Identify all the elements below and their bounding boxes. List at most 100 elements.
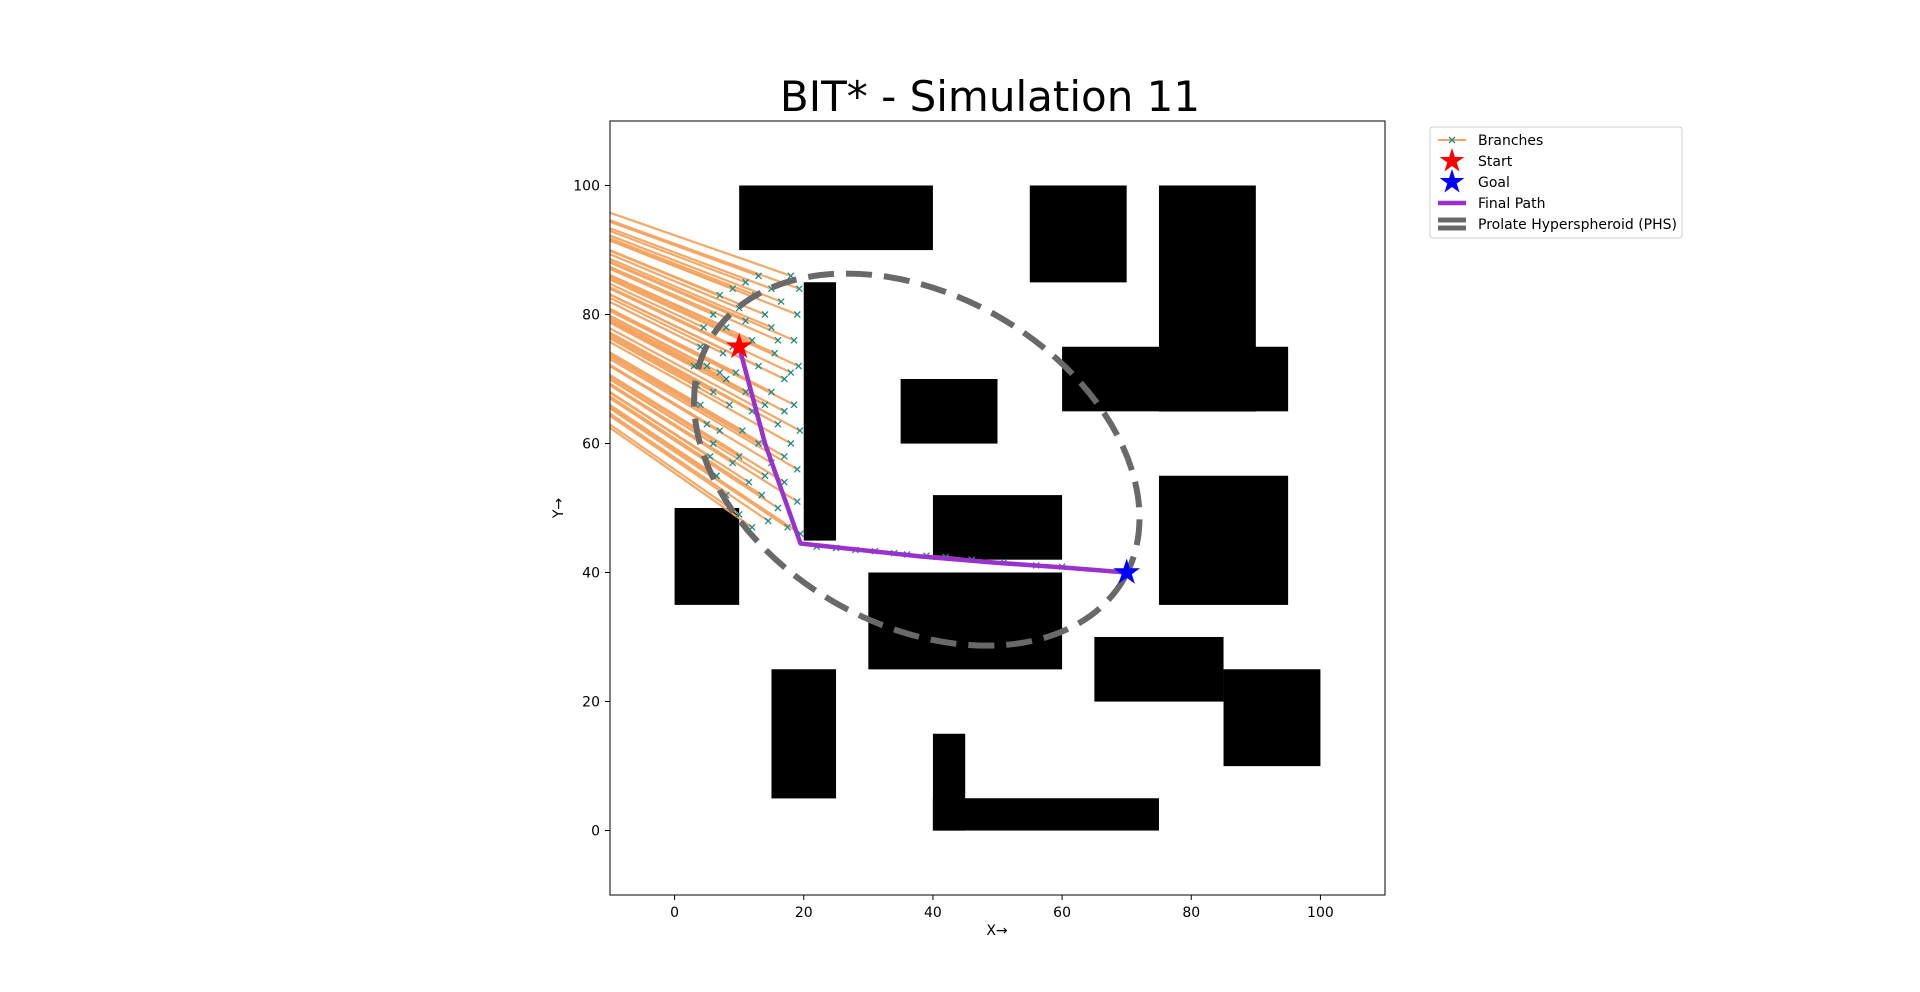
branch-edge [610, 267, 714, 316]
branch-edge [610, 321, 766, 406]
branch-node-b [780, 375, 788, 383]
branch-node-b [755, 440, 763, 447]
obstacle-rect [1158, 475, 1289, 605]
branch-node [795, 285, 803, 293]
branch-node [790, 336, 798, 344]
legend-box [1429, 126, 1683, 239]
branch-node-b [742, 317, 750, 325]
branch-node-b [719, 349, 727, 357]
branch-node-b [761, 401, 769, 409]
branch-edge [610, 391, 750, 484]
branch-edge [610, 332, 753, 413]
branch-edge [610, 260, 795, 342]
branch-node-b [780, 407, 788, 415]
branch-node-b [722, 323, 730, 331]
y-tick-label: 100 [573, 179, 600, 195]
x-axis-label: X→ [986, 923, 1008, 939]
legend-goal-marker [1439, 169, 1465, 193]
branch-node-b [696, 401, 704, 409]
branch-node [716, 291, 724, 299]
branch-edge [610, 405, 802, 535]
branch-node-b [761, 311, 769, 318]
branch-node-b [700, 323, 708, 331]
branch-node [761, 311, 769, 318]
branch-node-b [787, 440, 795, 447]
branch-edge [610, 278, 800, 368]
branch-node-b [726, 401, 733, 409]
branch-edge [610, 403, 718, 477]
branch-node [748, 336, 756, 344]
y-axis-label: Y→ [551, 498, 567, 520]
branch-edge [610, 286, 792, 374]
branch-node-b [790, 336, 798, 344]
branch-node [774, 420, 782, 428]
branch-node [787, 369, 795, 377]
branch-node-b [690, 362, 698, 370]
branch-node-b [758, 491, 766, 499]
branch-node [764, 517, 772, 525]
branch-node-b [780, 478, 788, 486]
branch-node [696, 401, 704, 409]
branch-edge [610, 412, 769, 522]
branch-edge [610, 364, 773, 464]
branch-edge [610, 340, 792, 445]
branch-edge [610, 261, 747, 322]
branch-edge [610, 382, 798, 503]
branch-node [716, 369, 724, 377]
branch-edge [610, 219, 800, 290]
branch-edge [610, 395, 763, 497]
branch-node-b [793, 311, 801, 318]
branch-node [742, 278, 750, 286]
branch-node [790, 401, 798, 409]
branch-node [745, 478, 753, 486]
branch-edge [610, 353, 785, 458]
branch-node [732, 369, 740, 377]
branch-edge [610, 234, 782, 303]
branch-node [771, 349, 779, 357]
branch-edge [610, 300, 701, 348]
x-tick-label: 60 [1053, 905, 1071, 921]
branch-edge [610, 378, 766, 477]
legend-label: Start [1478, 154, 1513, 170]
branch-edge [610, 333, 714, 393]
branch-node [738, 427, 746, 435]
branch-node [742, 317, 750, 325]
branch-node-b [722, 375, 730, 383]
x-tick-label: 40 [924, 905, 942, 921]
branch-edge [610, 407, 789, 529]
x-tick-label: 100 [1307, 905, 1334, 921]
branch-node [755, 440, 763, 447]
legend-branches-marker [1448, 136, 1456, 144]
obstacle-rect [803, 282, 837, 541]
branch-node-b [764, 517, 772, 525]
branch-node-b [774, 420, 782, 428]
y-tick-label: 0 [591, 824, 600, 840]
branch-node [767, 323, 775, 331]
branch-edge [610, 397, 779, 509]
branch-node-b [761, 472, 769, 480]
obstacle-rect [868, 572, 1063, 670]
branch-node-b [696, 343, 704, 351]
branch-node-b [709, 440, 717, 447]
branch-node-b [735, 452, 743, 460]
branch-node [758, 491, 766, 499]
branch-node [784, 523, 792, 531]
branch-node-b [735, 510, 743, 518]
branch-edge [610, 237, 756, 297]
branch-edge [610, 314, 708, 368]
branch-node-b [729, 285, 737, 293]
branch-node-b [784, 523, 792, 531]
obstacle-rect [674, 508, 740, 605]
branch-edge [610, 364, 708, 426]
branch-node [729, 285, 737, 293]
start-marker [725, 332, 753, 359]
legend-label: Prolate Hyperspheroid (PHS) [1478, 217, 1677, 233]
branch-node [742, 388, 750, 396]
branch-node [729, 459, 737, 467]
legend: Branches Start Goal Final Path Prolate Hyper… [1429, 126, 1683, 239]
branch-node-b [771, 349, 779, 357]
branch-node-b [742, 388, 750, 396]
legend-label: Final Path [1478, 196, 1545, 212]
branch-edge [610, 327, 801, 432]
